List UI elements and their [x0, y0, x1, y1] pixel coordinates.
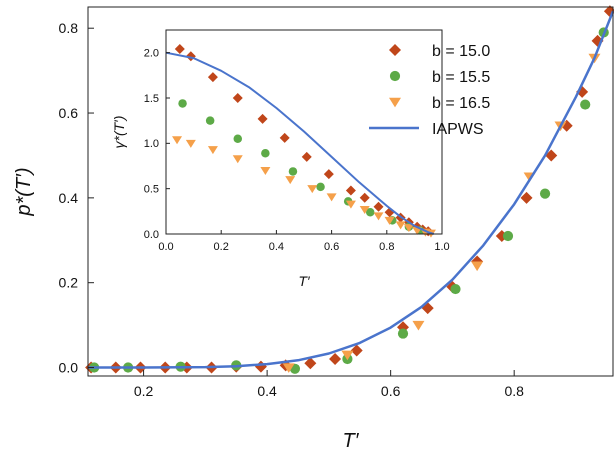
main-series-b-15-0-point — [520, 191, 533, 204]
legend-entry-iapws-label: IAPWS — [432, 121, 484, 138]
inset-series-b-15-5-point — [205, 116, 215, 125]
inset-series-b-15-0-point — [207, 72, 218, 83]
main-x-tick-label: 0.2 — [134, 383, 154, 399]
inset-series-b-15-0-point — [257, 113, 268, 124]
inset-series-b-15-5-point — [261, 149, 270, 158]
inset-series-b-15-0-point — [359, 192, 370, 203]
main-series-b-15-0-point — [329, 353, 342, 366]
legend-entry-b-16-5-label: b = 16.5 — [432, 95, 490, 112]
main-x-tick-label: 0.8 — [504, 383, 524, 399]
main-series-b-15-5 — [89, 27, 609, 374]
legend-entry-b-15-5-swatch — [389, 70, 401, 82]
main-frame — [87, 6, 614, 377]
inset-series-iapws-line — [165, 51, 435, 235]
main-series-b-15-5-point — [539, 188, 551, 199]
inset-series-b-16-5-point — [307, 185, 318, 194]
inset-series-b-16-5-point — [345, 200, 356, 209]
inset-series-b-15-0-point — [279, 132, 290, 143]
main-series-b-15-0-point — [350, 344, 363, 357]
inset-x-tick-label: 0.8 — [379, 241, 394, 253]
inset-series-b-16-5-point — [395, 221, 406, 230]
main-x-tick-label: 0.6 — [381, 383, 401, 399]
legend: b = 15.0 b = 15.5 b = 16.5 IAPWS — [369, 43, 490, 138]
inset-y-axis-label: γ*(T′) — [111, 116, 127, 149]
inset-series-b-15-0-point — [345, 185, 356, 196]
inset-series-b-15-0-point — [301, 151, 312, 162]
inset-plot: 0.0 0.2 0.4 0.6 0.8 1.0 0.0 0.5 1.0 1.5 2.0 T′ γ*(T′… — [111, 29, 450, 289]
main-series-b-15-5-point — [450, 283, 461, 295]
main-series-b-16-5-point — [471, 261, 484, 272]
main-y-tick-label: 0.2 — [59, 275, 79, 291]
main-y-tick-label: 0.4 — [59, 190, 79, 206]
inset-x-tick-label: 1.0 — [434, 241, 449, 253]
inset-y-tick-label: 1.5 — [144, 93, 159, 105]
inset-series-b-15-5-point — [178, 99, 187, 108]
inset-series-b-15-5-point — [365, 207, 375, 217]
legend-entry-b-15-0-swatch — [389, 44, 401, 56]
inset-series-b-16-5-point — [359, 206, 370, 215]
main-series-b-16-5-point — [282, 363, 295, 373]
main-y-tick-label: 0.0 — [59, 359, 79, 375]
inset-y-tick-label: 1.0 — [144, 138, 159, 150]
inset-series-b-16-5-point — [172, 136, 183, 145]
inset-y-tick-label: 2.0 — [144, 48, 159, 60]
inset-series-b-16-5-point — [373, 212, 384, 221]
main-plot: 0.2 0.4 0.6 0.8 0.0 0.2 0.4 0.6 0.8 T′ p*(T′) — [13, 5, 614, 452]
inset-x-tick-label: 0.2 — [214, 241, 229, 253]
inset-y-tick-label: 0.0 — [144, 229, 159, 241]
inset-series-b-15-5-point — [316, 182, 325, 192]
main-series-b-16-5-point — [412, 320, 425, 331]
inset-y-tick-label: 0.5 — [144, 184, 159, 196]
inset-series-b-16-5-point — [185, 139, 196, 148]
main-series-b-15-5-point — [502, 230, 514, 242]
inset-series-b-15-5-point — [288, 167, 298, 176]
legend-entry-b-16-5-swatch — [389, 97, 401, 108]
main-series-b-15-5-point — [580, 99, 591, 110]
inset-x-tick-label: 0.0 — [158, 241, 173, 253]
inset-series-b-16-5 — [172, 136, 436, 238]
inset-series-b-15-5-point — [233, 134, 243, 144]
inset-series-b-16-5-point — [285, 176, 296, 185]
inset-x-axis-label: T′ — [298, 273, 311, 289]
inset-x-tick-label: 0.6 — [324, 241, 339, 253]
main-series-b-16-5-point — [341, 350, 354, 361]
inset-series-b-16-5-point — [384, 216, 395, 225]
inset-series-b-15-0-point — [373, 201, 384, 212]
inset-series-b-16-5-point — [326, 193, 337, 202]
main-series-b-15-0-point — [304, 357, 317, 370]
main-y-tick-label: 0.6 — [59, 105, 79, 121]
inset-frame — [165, 29, 443, 235]
inset-series-b-16-5-point — [207, 146, 218, 155]
inset-series-b-16-5-point — [403, 224, 414, 233]
inset-x-tick-label: 0.4 — [269, 241, 284, 253]
main-x-axis-label: T′ — [343, 430, 360, 452]
main-x-tick-label: 0.4 — [257, 383, 277, 399]
legend-entry-b-15-0-label: b = 15.0 — [432, 43, 490, 60]
main-y-axis-label: p*(T′) — [13, 167, 35, 216]
main-y-tick-label: 0.8 — [59, 20, 79, 36]
inset-series-b-15-0-point — [232, 93, 243, 103]
main-series-b-15-5-point — [397, 328, 409, 339]
inset-series-b-16-5-point — [260, 167, 271, 176]
main-series-iapws-line — [88, 10, 614, 369]
inset-series-b-16-5-point — [232, 155, 243, 164]
main-series-b-15-0-point — [545, 149, 558, 162]
inset-series-b-15-0-point — [174, 44, 185, 55]
inset-series-b-15-0-point — [323, 169, 334, 180]
legend-entry-b-15-5-label: b = 15.5 — [432, 69, 490, 86]
